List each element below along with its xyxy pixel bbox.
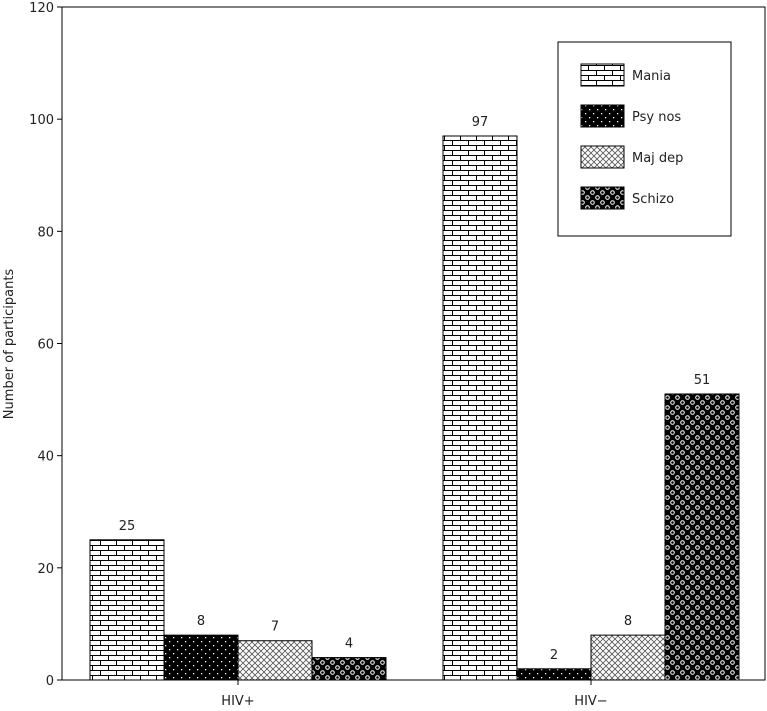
y-tick-label: 20 xyxy=(37,562,54,577)
legend-label: Schizo xyxy=(632,192,674,207)
y-axis-title: Number of participants xyxy=(2,269,17,420)
legend-label: Mania xyxy=(632,69,671,84)
y-tick-label: 120 xyxy=(29,1,54,16)
legend-items: Mania Psy nos Maj dep Schizo xyxy=(580,63,683,210)
data-label: 51 xyxy=(694,373,711,388)
y-tick-label: 60 xyxy=(37,338,54,353)
bar-crosshatch-1 xyxy=(590,634,666,681)
bar-crosshatch-0 xyxy=(237,640,313,681)
bar-brick-1 xyxy=(442,135,518,681)
data-label: 25 xyxy=(119,519,136,534)
bar-dots-0 xyxy=(163,634,239,681)
data-labels-group: 25 8 7 4 97 2 8 51 xyxy=(119,115,711,663)
y-tick-label: 80 xyxy=(37,225,54,240)
data-label: 97 xyxy=(472,115,489,130)
legend-swatch-brick xyxy=(580,63,625,87)
data-label: 2 xyxy=(550,648,558,663)
legend-swatch-spheres xyxy=(580,186,625,210)
bar-spheres-0 xyxy=(311,657,387,681)
x-axis: HIV+ HIV− xyxy=(221,680,608,709)
data-label: 8 xyxy=(624,614,632,629)
y-tick-label: 40 xyxy=(37,450,54,465)
y-axis: 0 20 40 60 80 100 120 xyxy=(29,1,62,689)
bar-spheres-1 xyxy=(664,393,740,681)
bars-group xyxy=(89,135,740,681)
bar-brick-0 xyxy=(89,539,165,681)
x-category-label: HIV+ xyxy=(221,694,254,709)
legend-label: Maj dep xyxy=(632,151,683,166)
legend-label: Psy nos xyxy=(632,110,681,125)
y-tick-label: 0 xyxy=(46,674,54,689)
y-tick-label: 100 xyxy=(29,113,54,128)
legend-swatch-crosshatch xyxy=(580,145,625,169)
x-category-label: HIV− xyxy=(574,694,607,709)
legend: Mania Psy nos Maj dep Schizo xyxy=(557,41,732,237)
data-label: 8 xyxy=(197,614,205,629)
data-label: 7 xyxy=(271,620,279,635)
data-label: 4 xyxy=(345,637,353,652)
legend-swatch-dots xyxy=(580,104,625,128)
bar-dots-1 xyxy=(516,668,592,681)
